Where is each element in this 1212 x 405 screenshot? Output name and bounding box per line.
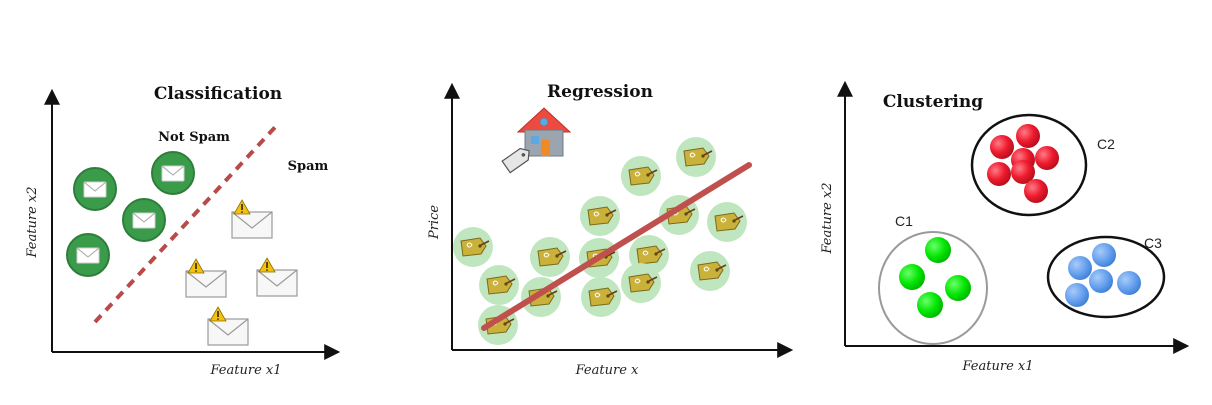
cluster-c1-label: C1 (895, 213, 913, 229)
cluster-c2-point (990, 135, 1014, 159)
clustering-panel: Clustering Feature x1 Feature x2 C1 C2 C… (820, 80, 1190, 374)
clustering-title: Clustering (883, 92, 983, 112)
cluster-c3-boundary (1046, 235, 1166, 319)
cluster-c3-point (1068, 256, 1092, 280)
cluster-c3-point (1092, 243, 1116, 267)
not-spam-email-icon (73, 167, 117, 211)
classification-title: Classification (154, 84, 282, 104)
cluster-c1-point (899, 264, 925, 290)
cluster-c3-label: C3 (1144, 235, 1162, 251)
cluster-c2-point (1011, 160, 1035, 184)
house-icon (516, 107, 572, 157)
regression-points (453, 137, 747, 345)
cluster-c1-point (925, 237, 951, 263)
cluster-c2-point (1024, 179, 1048, 203)
cluster-c3-point (1089, 269, 1113, 293)
cluster-c3-point (1117, 271, 1141, 295)
classification-y-label: Feature x2 (25, 187, 40, 259)
cluster-c1-point (917, 292, 943, 318)
regression-point (707, 202, 747, 242)
not-spam-email-icon (66, 233, 110, 277)
regression-point (453, 227, 493, 267)
spam-email-icon (185, 258, 227, 298)
not-spam-email-icon (122, 198, 166, 242)
price-tag-icon (501, 147, 530, 174)
regression-title: Regression (547, 82, 653, 102)
spam-label: Spam (288, 159, 329, 174)
cluster-c2-boundary (970, 113, 1088, 217)
regression-point (479, 265, 519, 305)
spam-email-icon (207, 306, 249, 346)
cluster-c3-point (1065, 283, 1089, 307)
regression-point (530, 237, 570, 277)
classification-x-label: Feature x1 (210, 363, 282, 378)
spam-email-icon (231, 199, 273, 239)
cluster-c1-boundary (878, 231, 988, 345)
cluster-c2-point (1035, 146, 1059, 170)
clustering-x-label: Feature x1 (962, 359, 1034, 374)
decision-boundary (93, 122, 280, 324)
regression-x-label: Feature x (575, 363, 639, 378)
cluster-c1-point (945, 275, 971, 301)
regression-point (676, 137, 716, 177)
cluster-c2-label: C2 (1097, 136, 1115, 152)
regression-panel: Regression Feature x Price (427, 82, 794, 378)
regression-point (621, 156, 661, 196)
not-spam-label: Not Spam (158, 130, 230, 145)
not-spam-email-icon (151, 151, 195, 195)
cluster-c2-point (1016, 124, 1040, 148)
regression-y-label: Price (427, 205, 442, 240)
regression-point (580, 196, 620, 236)
clustering-y-label: Feature x2 (820, 183, 835, 255)
regression-point (690, 251, 730, 291)
regression-fit-line (481, 162, 752, 331)
cluster-c2-point (987, 162, 1011, 186)
spam-email-icon (256, 257, 298, 297)
classification-panel: Classification Not Spam Spam Feature x1 … (25, 84, 341, 378)
regression-point (621, 263, 661, 303)
regression-point (581, 277, 621, 317)
